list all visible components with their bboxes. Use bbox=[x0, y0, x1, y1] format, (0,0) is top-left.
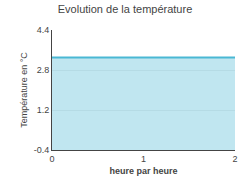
svg-text:1.2: 1.2 bbox=[37, 105, 50, 115]
svg-text:-0.4: -0.4 bbox=[34, 145, 50, 155]
svg-text:4.4: 4.4 bbox=[37, 25, 50, 35]
svg-text:heure par heure: heure par heure bbox=[109, 166, 177, 176]
svg-text:Evolution de la température: Evolution de la température bbox=[58, 3, 193, 15]
svg-text:2: 2 bbox=[232, 154, 237, 164]
svg-text:Température en °C: Température en °C bbox=[19, 52, 29, 128]
svg-text:2.8: 2.8 bbox=[37, 65, 50, 75]
svg-text:0: 0 bbox=[49, 154, 54, 164]
svg-text:1: 1 bbox=[141, 154, 146, 164]
